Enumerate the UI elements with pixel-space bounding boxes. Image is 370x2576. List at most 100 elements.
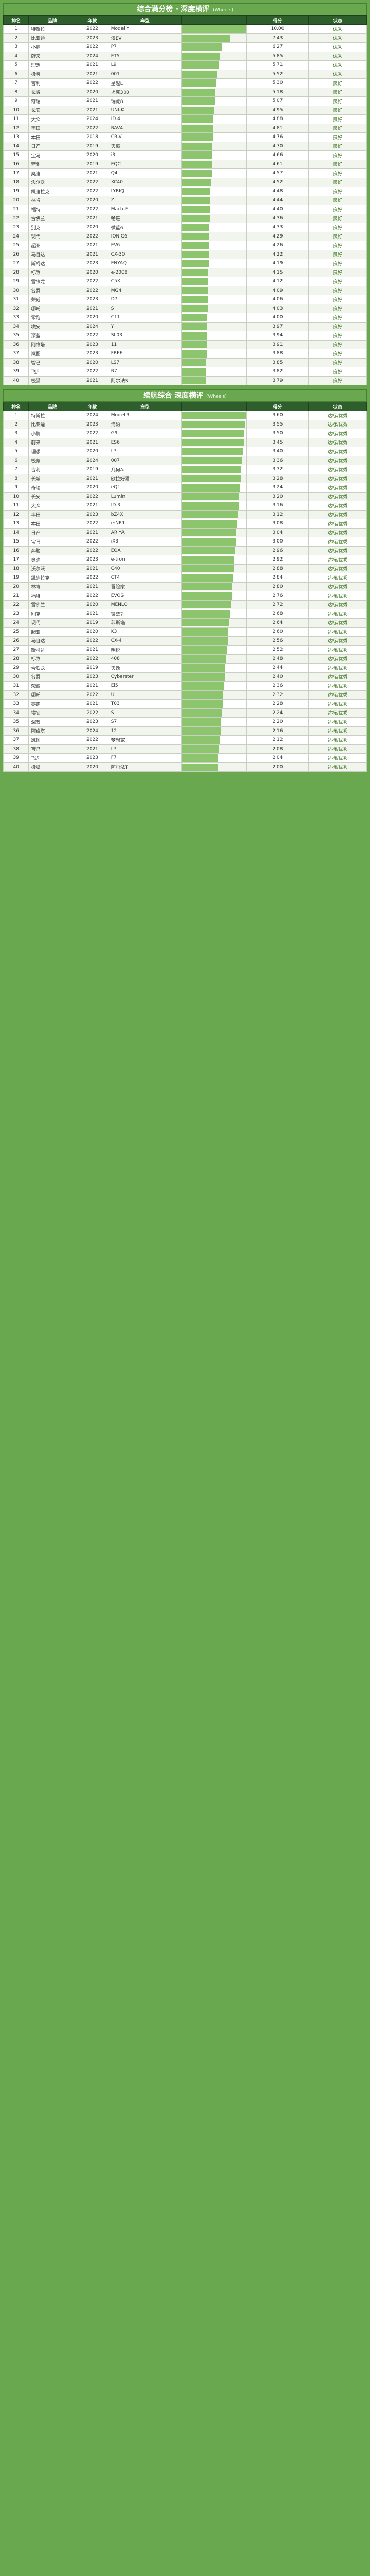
score-bar-fill	[182, 115, 214, 123]
model-cell: EVOS	[108, 591, 182, 601]
table-row: 4 蔚来 2021 ES6 3.45 达标/优秀	[3, 437, 367, 447]
status-cell: 达标/优秀	[308, 627, 367, 637]
column-header: 状态	[308, 402, 367, 411]
brand-cell: 奥迪	[28, 555, 77, 565]
rank-cell: 1	[3, 411, 29, 420]
status-cell: 良好	[308, 105, 367, 115]
score-cell: 3.94	[246, 331, 309, 341]
score-bar-fill	[182, 25, 246, 33]
score-cell: 2.40	[246, 672, 309, 682]
brand-cell: 雪铁龙	[28, 277, 77, 286]
table-row: 9 奇瑞 2021 瑞虎8 5.07 良好	[3, 96, 367, 106]
score-bar	[181, 241, 247, 250]
score-bar-fill	[182, 377, 206, 384]
year-cell: 2021	[76, 303, 109, 313]
score-bar	[181, 313, 247, 323]
model-cell: bZ4X	[108, 510, 182, 519]
score-bar-fill	[182, 745, 219, 753]
rank-cell: 18	[3, 177, 29, 187]
score-cell: 4.61	[246, 159, 309, 169]
model-cell: ARIYA	[108, 528, 182, 537]
year-cell: 2019	[76, 663, 109, 673]
table-row: 3 小鹏 2022 P7 6.27 优秀	[3, 42, 367, 52]
model-cell: e-tron	[108, 555, 182, 565]
brand-cell: 雪铁龙	[28, 663, 77, 673]
year-cell: 2021	[76, 437, 109, 447]
score-bar	[181, 473, 247, 483]
brand-cell: 名爵	[28, 672, 77, 682]
status-cell: 达标/优秀	[308, 501, 367, 511]
score-bar-fill	[182, 52, 220, 60]
score-cell: 2.60	[246, 627, 309, 637]
score-cell: 5.85	[246, 51, 309, 61]
table-row: 13 本田 2022 e:NP1 3.08 达标/优秀	[3, 519, 367, 529]
brand-cell: 理想	[28, 447, 77, 456]
score-cell: 4.15	[246, 267, 309, 277]
model-cell: i3	[108, 150, 182, 160]
table-row: 21 福特 2022 EVOS 2.76 达标/优秀	[3, 591, 367, 601]
year-cell: 2022	[76, 654, 109, 664]
score-bar-fill	[182, 727, 221, 735]
model-cell: EQC	[108, 159, 182, 169]
table-row: 36 阿维塔 2024 12 2.16 达标/优秀	[3, 726, 367, 736]
year-cell: 2019	[76, 159, 109, 169]
brand-cell: 大众	[28, 501, 77, 511]
rank-cell: 20	[3, 195, 29, 205]
rank-cell: 36	[3, 340, 29, 349]
score-bar-fill	[182, 278, 208, 285]
score-bar-fill	[182, 601, 231, 608]
score-bar	[181, 654, 247, 664]
score-bar	[181, 555, 247, 565]
score-cell: 3.88	[246, 349, 309, 359]
table-row: 29 雪铁龙 2019 天逸 2.44 达标/优秀	[3, 663, 367, 673]
score-bar	[181, 690, 247, 700]
status-cell: 良好	[308, 223, 367, 232]
brand-cell: 小鹏	[28, 42, 77, 52]
score-bar	[181, 582, 247, 591]
table-row: 11 大众 2024 ID.4 4.88 良好	[3, 114, 367, 124]
score-cell: 2.08	[246, 744, 309, 754]
table-row: 30 名爵 2022 MG4 4.09 良好	[3, 285, 367, 295]
score-bar	[181, 303, 247, 313]
status-cell: 达标/优秀	[308, 510, 367, 519]
score-bar	[181, 744, 247, 754]
table-row: 5 理想 2021 L9 5.71 优秀	[3, 60, 367, 70]
status-cell: 良好	[308, 367, 367, 377]
status-cell: 达标/优秀	[308, 455, 367, 465]
brand-cell: 起亚	[28, 241, 77, 250]
score-bar	[181, 285, 247, 295]
brand-cell: 奇瑞	[28, 96, 77, 106]
status-cell: 良好	[308, 340, 367, 349]
rank-cell: 10	[3, 492, 29, 501]
rank-cell: 29	[3, 277, 29, 286]
year-cell: 2021	[76, 699, 109, 709]
year-cell: 2024	[76, 51, 109, 61]
score-bar-fill	[182, 718, 221, 726]
status-cell: 达标/优秀	[308, 744, 367, 754]
year-cell: 2020	[76, 313, 109, 323]
score-cell: 3.60	[246, 411, 309, 420]
score-cell: 5.52	[246, 69, 309, 79]
model-cell: FREE	[108, 349, 182, 359]
rank-cell: 33	[3, 699, 29, 709]
brand-cell: 林肯	[28, 582, 77, 591]
status-cell: 良好	[308, 96, 367, 106]
brand-cell: 大众	[28, 114, 77, 124]
model-cell: 坦克300	[108, 87, 182, 97]
score-bar	[181, 510, 247, 519]
year-cell: 2023	[76, 259, 109, 268]
rank-cell: 26	[3, 636, 29, 646]
year-cell: 2022	[76, 331, 109, 341]
rank-cell: 36	[3, 726, 29, 736]
score-cell: 2.80	[246, 582, 309, 591]
year-cell: 2022	[76, 78, 109, 88]
score-bar-fill	[182, 682, 224, 690]
year-cell: 2022	[76, 187, 109, 196]
rank-cell: 28	[3, 654, 29, 664]
year-cell: 2019	[76, 141, 109, 151]
score-bar	[181, 123, 247, 133]
year-cell: 2022	[76, 519, 109, 529]
score-bar	[181, 141, 247, 151]
year-cell: 2024	[76, 726, 109, 736]
brand-cell: 极狐	[28, 762, 77, 772]
